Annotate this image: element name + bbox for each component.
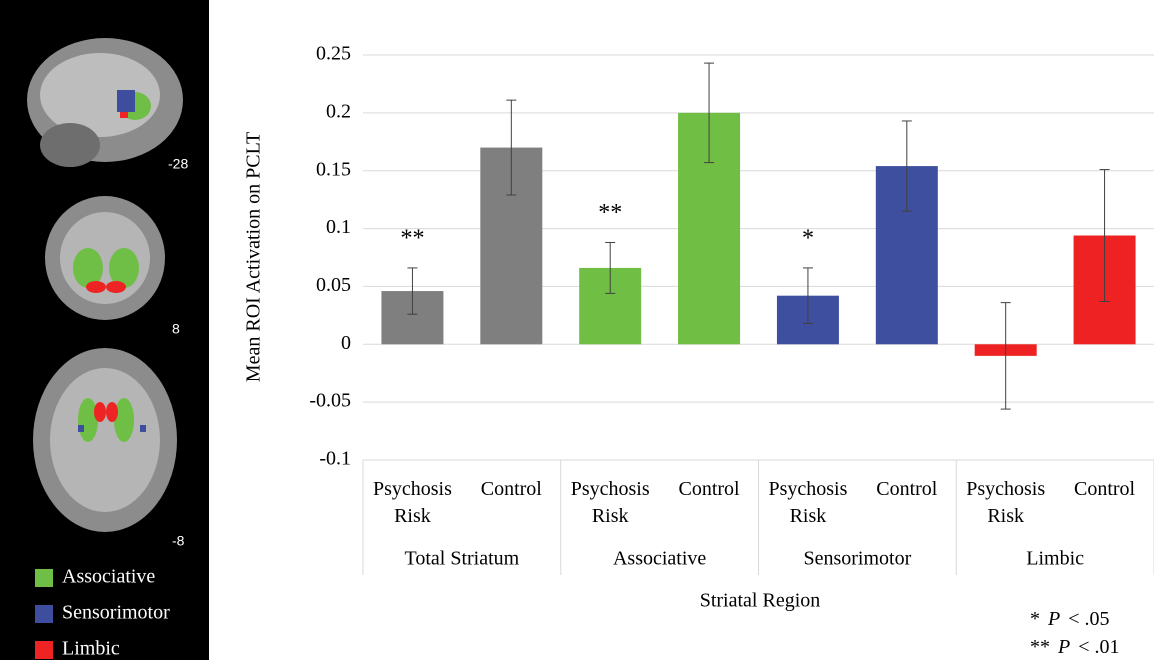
x-tick-label: Psychosis Risk	[956, 476, 1056, 530]
y-tick-label: 0	[341, 332, 351, 354]
page: -28 8 -8 Associative Sensorimotor Limbic -0.1 -…	[0, 0, 1154, 660]
legend-swatch	[35, 605, 53, 623]
group-label: Associative	[613, 548, 706, 570]
legend-label: Sensorimotor	[62, 602, 170, 624]
y-tick-label: 0.2	[326, 100, 351, 122]
x-tick-label: Control	[461, 476, 561, 503]
legend-label: Associative	[62, 566, 155, 588]
legend-swatch	[35, 569, 53, 587]
footnote: * P < .05	[1030, 608, 1110, 630]
significance: **	[598, 200, 622, 226]
footnote-part: *	[1030, 608, 1040, 630]
coronal-slice	[45, 196, 165, 320]
y-tick-label: -0.1	[319, 448, 351, 470]
x-tick-label: Control	[1055, 476, 1154, 503]
x-tick-label: Control	[659, 476, 759, 503]
y-axis-title: Mean ROI Activation on PCLT	[243, 132, 265, 382]
footnote-part: < .01	[1078, 636, 1119, 658]
y-tick-label: -0.05	[309, 390, 351, 412]
footnote-part: < .05	[1068, 608, 1109, 630]
group-label: Sensorimotor	[803, 548, 911, 570]
axial-slice	[33, 348, 177, 532]
legend-label: Limbic	[62, 638, 120, 660]
group-label: Limbic	[1026, 548, 1084, 570]
significance: *	[802, 225, 814, 251]
footnote-part: P	[1047, 608, 1060, 630]
legend-swatch	[35, 641, 53, 659]
y-tick-label: 0.25	[316, 43, 351, 65]
y-tick-label: 0.1	[326, 216, 351, 238]
footnote: ** P < .01	[1030, 636, 1120, 658]
slice-label: -8	[172, 533, 185, 549]
y-tick-label: 0.15	[316, 158, 351, 180]
x-tick-label: Psychosis Risk	[758, 476, 858, 530]
chart: -28 8 -8 Associative Sensorimotor Limbic -0.1 -…	[0, 0, 1154, 660]
footnote-part: P	[1057, 636, 1070, 658]
x-tick-label: Psychosis Risk	[560, 476, 660, 530]
slice-label: -28	[168, 156, 188, 172]
footnote-part: **	[1030, 636, 1050, 658]
group-label: Total Striatum	[405, 548, 520, 570]
significance: **	[400, 225, 424, 251]
y-tick-label: 0.05	[316, 274, 351, 296]
slice-label: 8	[172, 321, 180, 337]
x-axis-title: Striatal Region	[700, 590, 821, 612]
x-tick-label: Control	[857, 476, 957, 503]
x-tick-label: Psychosis Risk	[362, 476, 462, 530]
